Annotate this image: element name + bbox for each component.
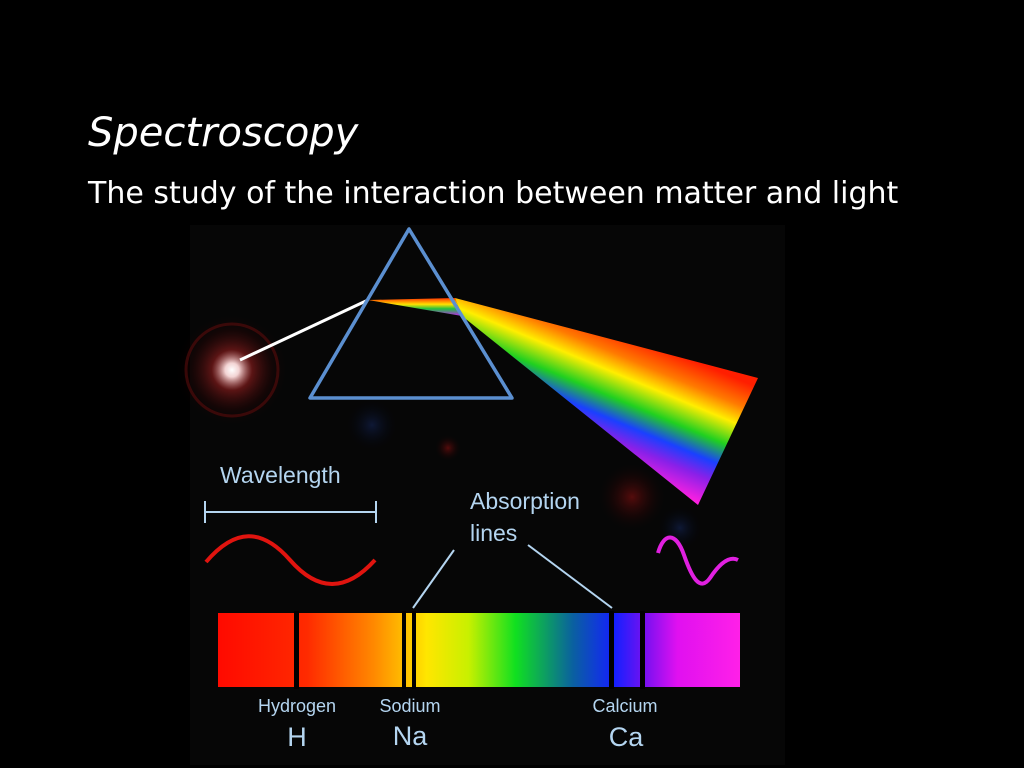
incident-light-ray <box>239 298 369 362</box>
absorption-line-hydrogen <box>294 611 299 689</box>
absorption-label-line1: Absorption <box>470 488 580 514</box>
wavelength-label: Wavelength <box>220 462 341 488</box>
element-name-calcium: Calcium <box>592 696 657 716</box>
absorption-line-calcium-2 <box>640 611 645 689</box>
absorption-line-sodium-2 <box>412 611 416 689</box>
light-source <box>174 312 290 428</box>
absorption-line-sodium-1 <box>402 611 406 689</box>
element-symbol-sodium: Na <box>393 721 428 751</box>
slide-title: Spectroscopy <box>88 110 359 156</box>
element-name-sodium: Sodium <box>379 696 440 716</box>
slide-subtitle: The study of the interaction between mat… <box>88 176 899 211</box>
absorption-pointer-right <box>527 544 613 609</box>
spectrum-bar <box>218 613 740 687</box>
refracted-rays <box>368 298 462 316</box>
element-name-hydrogen: Hydrogen <box>258 696 336 716</box>
element-symbol-hydrogen: H <box>287 722 307 752</box>
light-source-halo <box>184 322 280 418</box>
prism <box>308 227 514 400</box>
lens-flare <box>344 397 400 453</box>
absorption-pointer-left <box>412 549 455 609</box>
absorption-line-calcium-1 <box>609 611 614 689</box>
lens-flare <box>434 434 462 462</box>
short-wavelength-wave <box>656 535 739 586</box>
long-wavelength-wave <box>204 534 377 586</box>
absorption-label-line2: lines <box>470 520 517 546</box>
dispersed-spectrum-fan <box>455 298 758 505</box>
lens-flare <box>656 504 704 552</box>
lens-flare <box>596 461 668 533</box>
element-symbol-calcium: Ca <box>609 722 644 752</box>
